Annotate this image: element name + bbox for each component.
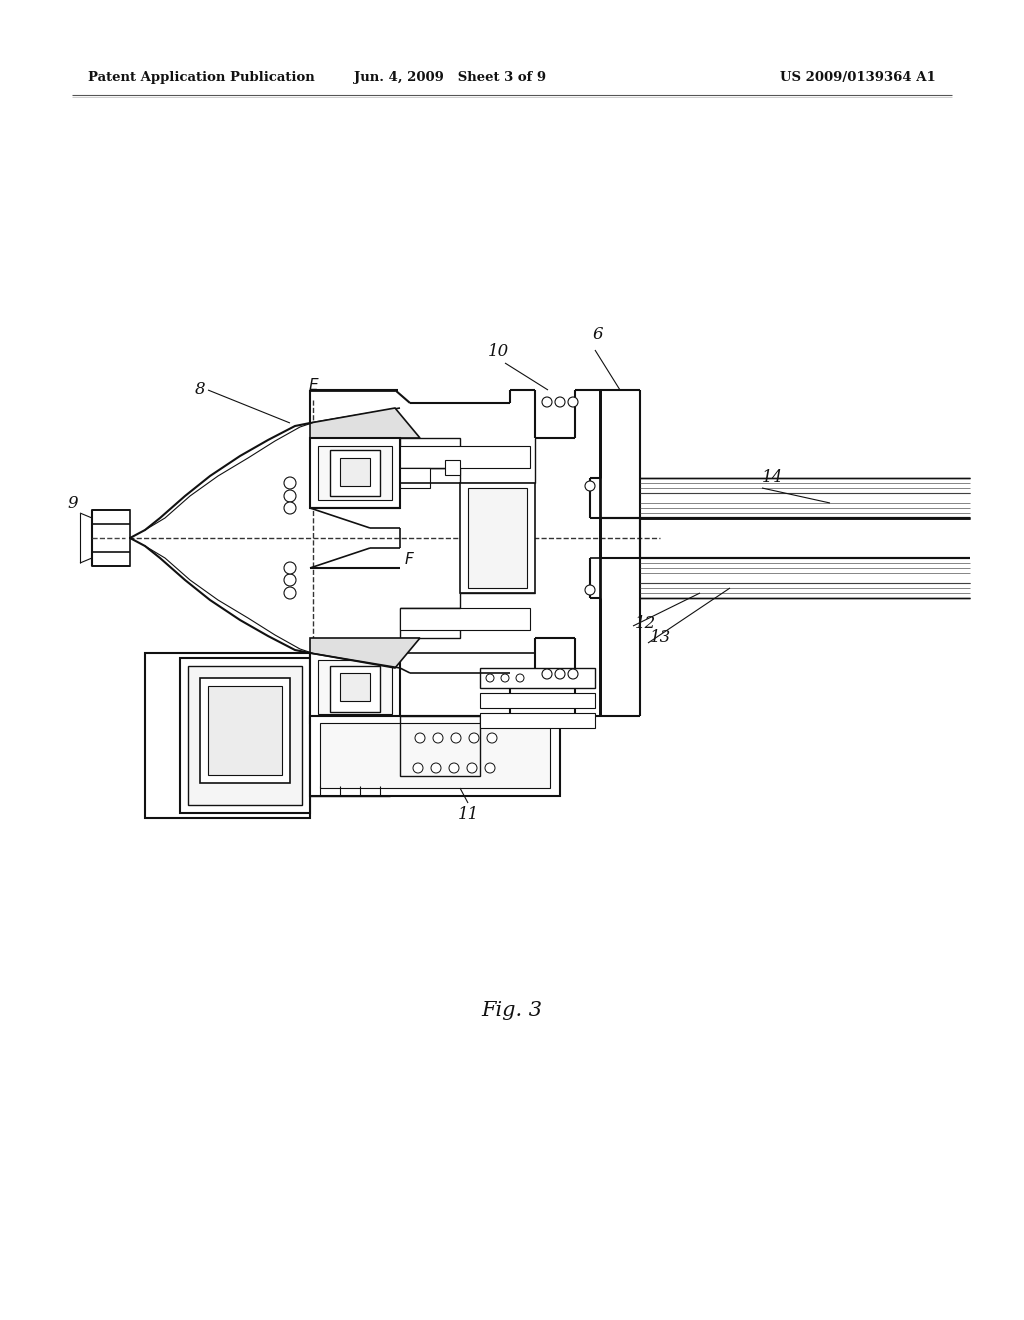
Bar — [310, 715, 560, 796]
Circle shape — [467, 763, 477, 774]
Text: 13: 13 — [650, 630, 672, 647]
Bar — [330, 667, 380, 711]
Bar — [400, 469, 430, 488]
Circle shape — [284, 490, 296, 502]
Bar — [445, 459, 460, 475]
Bar — [180, 657, 310, 813]
Circle shape — [451, 733, 461, 743]
Bar — [460, 483, 535, 593]
Circle shape — [585, 480, 595, 491]
Bar — [145, 653, 310, 818]
Bar — [468, 488, 527, 587]
Text: Jun. 4, 2009   Sheet 3 of 9: Jun. 4, 2009 Sheet 3 of 9 — [354, 71, 546, 84]
Text: 12: 12 — [635, 615, 656, 631]
Text: US 2009/0139364 A1: US 2009/0139364 A1 — [780, 71, 936, 84]
Circle shape — [415, 733, 425, 743]
Bar — [400, 446, 530, 469]
Polygon shape — [310, 638, 420, 668]
Circle shape — [485, 763, 495, 774]
Text: 8: 8 — [195, 381, 205, 399]
Bar — [188, 667, 302, 805]
Bar — [480, 693, 595, 708]
Bar — [319, 723, 550, 788]
Circle shape — [487, 733, 497, 743]
Text: E: E — [308, 378, 317, 393]
Text: F: F — [406, 552, 414, 568]
Bar — [340, 458, 370, 486]
Circle shape — [431, 763, 441, 774]
Bar — [310, 438, 400, 508]
Circle shape — [284, 562, 296, 574]
Circle shape — [555, 397, 565, 407]
Bar — [208, 686, 282, 775]
Bar — [318, 446, 392, 500]
Circle shape — [284, 587, 296, 599]
Bar — [200, 678, 290, 783]
Circle shape — [555, 669, 565, 678]
Bar — [400, 438, 460, 469]
Text: 11: 11 — [458, 807, 478, 822]
Bar — [400, 609, 530, 630]
Circle shape — [284, 574, 296, 586]
Bar — [600, 389, 640, 558]
Bar — [400, 715, 480, 776]
Text: 14: 14 — [762, 470, 783, 487]
Bar — [400, 715, 480, 776]
Circle shape — [542, 669, 552, 678]
Circle shape — [501, 675, 509, 682]
Circle shape — [449, 763, 459, 774]
Bar — [480, 668, 595, 688]
Polygon shape — [310, 408, 420, 438]
Bar — [480, 713, 595, 729]
Circle shape — [568, 397, 578, 407]
Text: 9: 9 — [68, 495, 78, 511]
Text: Fig. 3: Fig. 3 — [481, 1001, 543, 1019]
Text: 10: 10 — [487, 343, 509, 360]
Bar — [92, 510, 130, 566]
Circle shape — [433, 733, 443, 743]
Circle shape — [284, 502, 296, 513]
Bar — [340, 673, 370, 701]
Bar — [330, 450, 380, 496]
Circle shape — [486, 675, 494, 682]
Text: Patent Application Publication: Patent Application Publication — [88, 71, 314, 84]
Circle shape — [516, 675, 524, 682]
Circle shape — [585, 585, 595, 595]
Circle shape — [568, 669, 578, 678]
Circle shape — [413, 763, 423, 774]
Bar — [400, 609, 460, 638]
Text: 6: 6 — [593, 326, 603, 343]
Circle shape — [542, 397, 552, 407]
Bar — [310, 653, 400, 723]
Circle shape — [469, 733, 479, 743]
Bar — [318, 660, 392, 714]
Circle shape — [284, 477, 296, 488]
Bar — [600, 517, 640, 715]
